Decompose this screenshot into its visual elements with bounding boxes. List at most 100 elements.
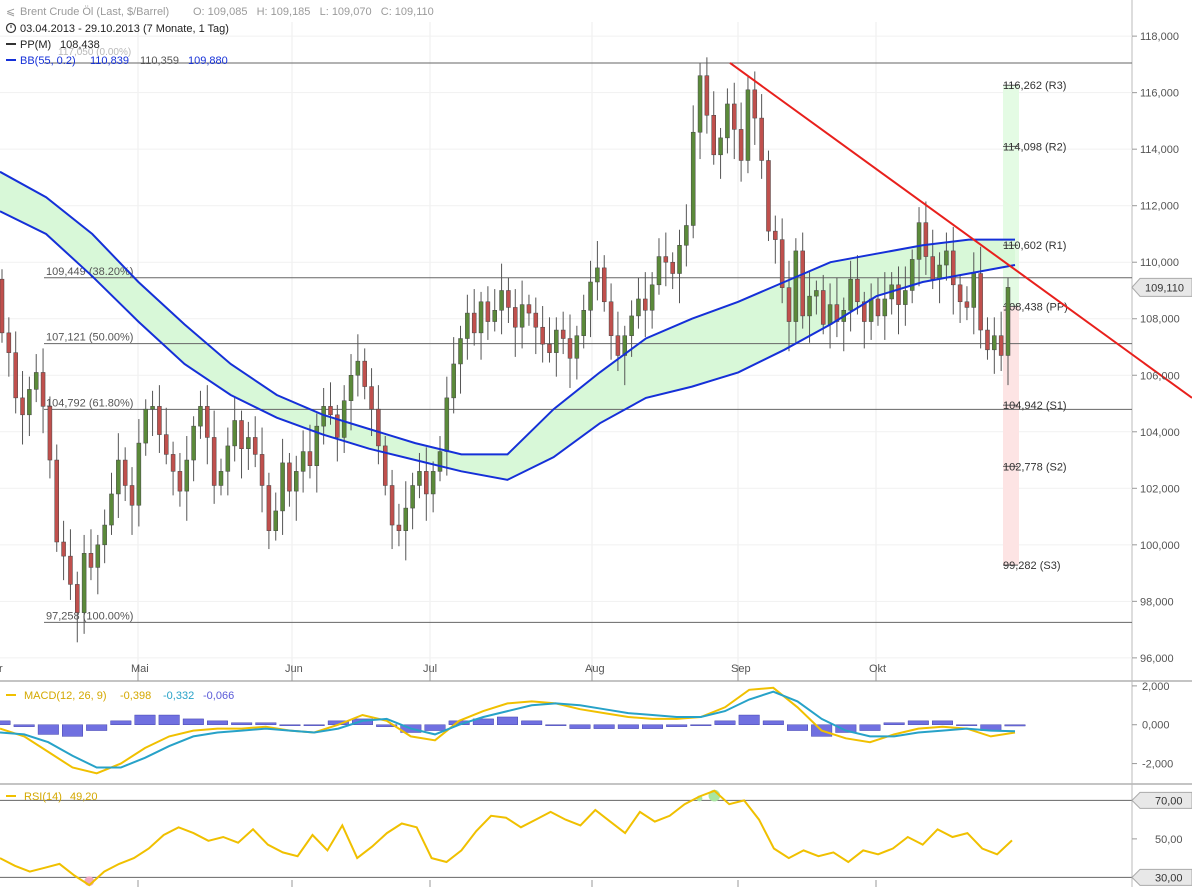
macd-legend: MACD(12, 26, 9) -0,398 -0,332 -0,066 xyxy=(6,690,234,702)
candle-down xyxy=(875,298,881,317)
candle-down xyxy=(205,406,210,438)
candle-up xyxy=(677,245,682,274)
candle-up xyxy=(458,338,463,365)
candle-down xyxy=(382,445,388,486)
macd-y-label: -2,000 xyxy=(1142,759,1173,771)
rsi-legend-label: RSI(14) xyxy=(24,791,62,803)
candle-up xyxy=(478,301,484,334)
fibonacci-level-label: 97,258 (100.00%) xyxy=(46,610,133,622)
candle-down xyxy=(615,335,621,356)
macd-histogram-bar xyxy=(738,714,760,725)
line-layer xyxy=(0,62,1192,887)
candle-down xyxy=(773,230,778,240)
macd-histogram-bar xyxy=(303,724,325,726)
candle-up xyxy=(348,375,354,401)
pp-legend-swatch xyxy=(6,43,16,45)
rsi-legend: RSI(14) 49,20 xyxy=(6,791,98,803)
candle-down xyxy=(998,335,1004,356)
macd-histogram-bar xyxy=(907,720,929,725)
y-axis-label: 110,000 xyxy=(1140,257,1179,269)
macd-histogram-bar xyxy=(787,724,808,731)
candle-up xyxy=(218,471,224,486)
candle-down xyxy=(663,256,669,263)
candle-down xyxy=(40,372,46,407)
candle-up xyxy=(355,360,361,376)
candle-up xyxy=(636,298,641,317)
candle-down xyxy=(157,406,162,435)
candle-up xyxy=(116,459,121,495)
candle-up xyxy=(916,222,922,260)
macd-histogram-bar xyxy=(569,724,591,729)
candle-down xyxy=(122,459,128,486)
x-axis-label: Okt xyxy=(869,663,886,675)
macd-histogram-bar xyxy=(134,714,156,725)
candle-down xyxy=(964,301,970,308)
candle-down xyxy=(862,301,867,322)
candle-down xyxy=(75,584,80,613)
x-axis-label: Mai xyxy=(131,663,149,675)
candle-down xyxy=(779,239,785,288)
candle-down xyxy=(88,553,94,568)
macd-histogram-bar xyxy=(617,724,639,729)
candle-up xyxy=(150,406,155,410)
candle-down xyxy=(471,312,477,334)
candle-down xyxy=(376,408,381,447)
candle-down xyxy=(601,267,607,303)
candle-down xyxy=(335,414,340,438)
bollinger-band-fill xyxy=(0,171,1015,480)
candle-down xyxy=(513,307,518,328)
pp-legend-value: 108,438 xyxy=(60,39,100,51)
candle-up xyxy=(136,442,142,506)
pivot-resistance-zone xyxy=(1003,85,1019,307)
pivot-level-label: 102,778 (S2) xyxy=(1003,461,1067,473)
fibonacci-level-label: 109,449 (38.20%) xyxy=(46,266,133,278)
macd-histogram-bar xyxy=(666,724,688,727)
candle-down xyxy=(129,485,135,506)
y-axis-label: 118,000 xyxy=(1140,31,1179,43)
candle-down xyxy=(47,406,53,461)
y-axis-label: 108,000 xyxy=(1140,314,1180,326)
pivot-support-zone xyxy=(1003,306,1019,566)
rsi-line xyxy=(0,789,1013,887)
candle-down xyxy=(759,117,764,161)
candle-up xyxy=(697,75,703,133)
y-axis-label: 106,000 xyxy=(1140,370,1180,382)
candle-up xyxy=(971,273,977,308)
candle-up xyxy=(725,103,730,139)
y-axis-label: 114,000 xyxy=(1140,144,1179,156)
candle-up xyxy=(246,437,251,449)
bollinger-lower-line xyxy=(0,210,1016,481)
bb-lower-value: 109,880 xyxy=(188,55,228,67)
candle-down xyxy=(738,129,744,161)
macd-histogram-bar xyxy=(545,724,567,726)
candle-down xyxy=(567,338,573,359)
macd-signal-line xyxy=(0,690,1016,769)
candle-up xyxy=(690,131,696,226)
x-axis-label: Sep xyxy=(731,663,751,675)
y-axis-label: 112,000 xyxy=(1140,201,1179,213)
macd-histogram-bar xyxy=(762,720,784,725)
candle-up xyxy=(102,524,107,546)
macd-histogram-bar xyxy=(13,724,35,727)
y-axis-label: 102,000 xyxy=(1140,483,1180,495)
candle-up xyxy=(868,298,874,322)
macd-signal-value: -0,332 xyxy=(163,690,194,702)
candle-up xyxy=(944,250,949,266)
date-range: 03.04.2013 - 29.10.2013 (7 Monate, 1 Tag… xyxy=(20,23,229,35)
candle-down xyxy=(54,459,59,543)
fibonacci-top-label: 117,050 (0.00%) xyxy=(58,47,131,58)
candle-up xyxy=(903,290,908,305)
bb-upper-value: 110,839 xyxy=(90,55,129,67)
candle-up xyxy=(499,290,504,311)
candle-down xyxy=(259,454,265,486)
x-axis-label: Aug xyxy=(585,663,605,675)
candle-layer xyxy=(0,57,1026,737)
candle-up xyxy=(595,267,600,283)
rsi-y-label: 70,00 xyxy=(1155,795,1183,807)
candle-down xyxy=(533,312,539,328)
fibonacci-level-label: 104,792 (61.80%) xyxy=(46,397,133,409)
candle-up xyxy=(1005,287,1011,356)
bollinger-upper-line xyxy=(0,170,1015,456)
rsi-threshold-marker xyxy=(1131,868,1192,886)
macd-histogram-bar xyxy=(0,720,11,725)
